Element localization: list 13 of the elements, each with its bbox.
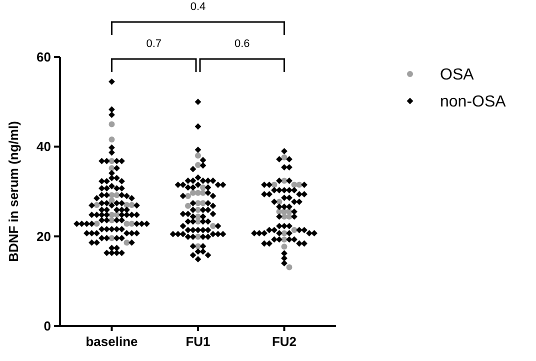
y-axis-title: BDNF in serum (ng/ml)	[6, 121, 21, 262]
y-tick-label: 20	[36, 228, 51, 244]
x-tick-label: baseline	[86, 334, 138, 349]
legend-label: OSA	[440, 66, 474, 84]
y-tick-label: 60	[36, 50, 51, 65]
text: 0.4	[190, 1, 206, 13]
x-tick-label: FU1	[186, 334, 210, 349]
x-tick-label: FU2	[272, 334, 297, 349]
legend-label: non-OSA	[440, 94, 506, 111]
text: 0.6	[234, 38, 250, 50]
text: 0.7	[146, 38, 162, 50]
y-tick-label: 0	[44, 318, 51, 334]
y-tick-label: 40	[36, 139, 51, 154]
